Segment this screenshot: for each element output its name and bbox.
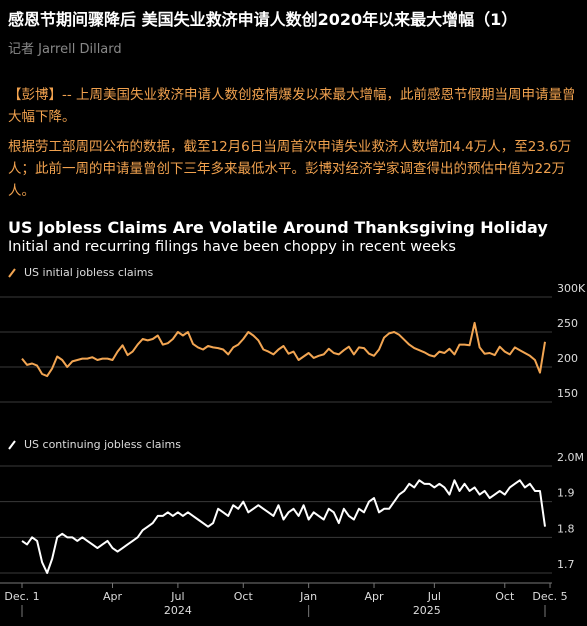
- legend-icon: [8, 440, 16, 450]
- x-tick-label: Apr: [103, 590, 123, 603]
- legend-icon: [8, 268, 16, 278]
- y-tick-label: 1.9: [557, 487, 575, 500]
- y-tick-label: 300K: [557, 282, 586, 295]
- chart: 150 200 250 300K US initial jobless claims 1.…: [0, 266, 586, 617]
- x-tick-label: Jan: [299, 590, 317, 603]
- y-tick-label: 200: [557, 352, 578, 365]
- byline: 记者 Jarrell Dillard: [8, 42, 122, 57]
- x-tick-label: Dec. 5: [532, 590, 567, 603]
- year-label: 2024: [164, 604, 192, 617]
- year-label: 2025: [413, 604, 441, 617]
- y-tick-label: 150: [557, 387, 578, 400]
- y-tick-label: 250: [557, 317, 578, 330]
- legend-label: US initial jobless claims: [24, 266, 153, 279]
- x-tick-label: Apr: [365, 590, 385, 603]
- x-tick-label: Jul: [170, 590, 184, 603]
- legend-label: US continuing jobless claims: [24, 438, 181, 451]
- x-tick-label: Oct: [495, 590, 515, 603]
- x-tick-label: Dec. 1: [4, 590, 39, 603]
- x-tick-label: Jul: [427, 590, 441, 603]
- y-tick-label: 1.8: [557, 522, 575, 535]
- article-title: 感恩节期间骤降后 美国失业救济申请人数创2020年以来最大增幅（1）: [8, 10, 518, 29]
- line: [21, 321, 546, 378]
- line: [21, 479, 546, 574]
- x-tick-label: Oct: [234, 590, 254, 603]
- chart-title: US Jobless Claims Are Volatile Around Th…: [8, 218, 548, 237]
- y-tick-label: 2.0M: [557, 451, 584, 464]
- paragraph: 【彭博】-- 上周美国失业救济申请人数创疫情爆发以来最大增幅，此前感恩节假期当周…: [8, 87, 576, 125]
- paragraph: 根据劳工部周四公布的数据，截至12月6日当周首次申请失业救济人数增加4.4万人，…: [8, 139, 572, 199]
- y-tick-label: 1.7: [557, 558, 575, 571]
- chart-subtitle: Initial and recurring filings have been …: [8, 239, 456, 255]
